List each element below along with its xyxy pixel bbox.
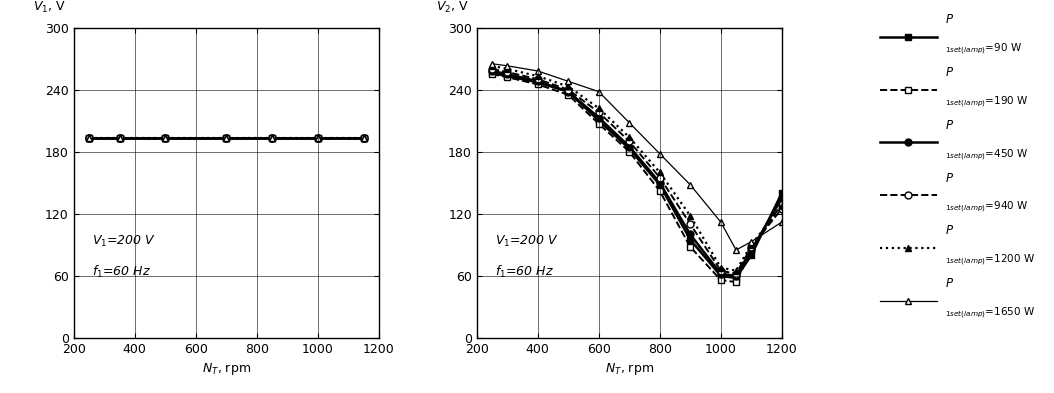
Y-axis label: $V_1$, V: $V_1$, V [33, 0, 65, 15]
Text: $_{1set(lamp)}$=450 W: $_{1set(lamp)}$=450 W [945, 147, 1029, 162]
Text: $_{1set(lamp)}$=1200 W: $_{1set(lamp)}$=1200 W [945, 253, 1035, 268]
Text: $V_1$=200 V: $V_1$=200 V [92, 234, 156, 249]
Text: $_{1set(lamp)}$=90 W: $_{1set(lamp)}$=90 W [945, 42, 1022, 57]
Text: $_{1set(lamp)}$=190 W: $_{1set(lamp)}$=190 W [945, 94, 1029, 110]
Text: $_{1set(lamp)}$=940 W: $_{1set(lamp)}$=940 W [945, 200, 1029, 215]
Text: $P$: $P$ [945, 13, 954, 26]
Text: $f_1$=60 Hz: $f_1$=60 Hz [92, 264, 151, 280]
Text: $P$: $P$ [945, 277, 954, 290]
Y-axis label: $V_2$, V: $V_2$, V [436, 0, 469, 15]
Text: $P$: $P$ [945, 66, 954, 79]
X-axis label: $N_T$, rpm: $N_T$, rpm [201, 362, 251, 377]
Text: $P$: $P$ [945, 172, 954, 185]
Text: $P$: $P$ [945, 224, 954, 237]
Text: $P$: $P$ [945, 119, 954, 132]
X-axis label: $N_T$, rpm: $N_T$, rpm [605, 362, 653, 377]
Text: $_{1set(lamp)}$=1650 W: $_{1set(lamp)}$=1650 W [945, 305, 1035, 321]
Text: $V_1$=200 V: $V_1$=200 V [495, 234, 559, 249]
Text: $f_1$=60 Hz: $f_1$=60 Hz [495, 264, 554, 280]
